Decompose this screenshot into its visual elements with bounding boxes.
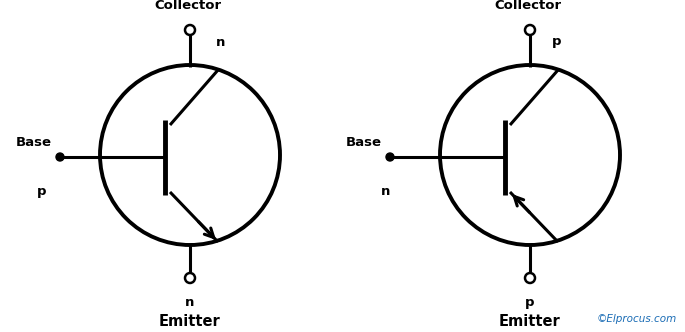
Circle shape — [525, 25, 535, 35]
Text: p: p — [525, 296, 535, 309]
Circle shape — [386, 153, 394, 161]
Circle shape — [56, 153, 64, 161]
Text: Base: Base — [346, 136, 382, 149]
Text: Base: Base — [16, 136, 52, 149]
Text: ©Elprocus.com: ©Elprocus.com — [597, 314, 677, 324]
Text: n: n — [216, 36, 225, 48]
Circle shape — [525, 273, 535, 283]
Text: p: p — [552, 36, 562, 48]
Circle shape — [185, 273, 195, 283]
Text: n: n — [186, 296, 195, 309]
Text: Collector: Collector — [495, 0, 562, 12]
Text: Collector: Collector — [154, 0, 221, 12]
Text: p: p — [37, 185, 47, 198]
Circle shape — [185, 25, 195, 35]
Text: n: n — [382, 185, 390, 198]
Text: Emitter: Emitter — [159, 314, 221, 329]
Text: Emitter: Emitter — [499, 314, 561, 329]
